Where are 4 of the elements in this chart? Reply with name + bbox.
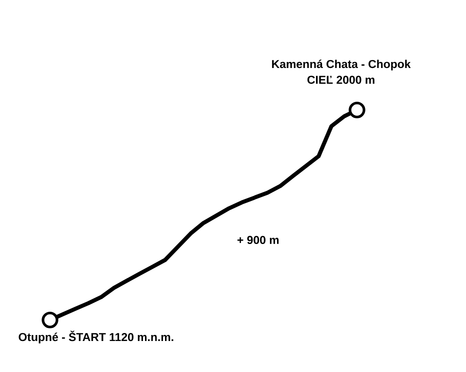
text: Kamenná Chata - Chopok (272, 60, 411, 70)
text: Otupné - ŠTART 1120 m.n.m. (18, 330, 174, 344)
annotation: + 900 m (237, 236, 279, 244)
text: CIEĽ 2000 m (307, 76, 374, 84)
